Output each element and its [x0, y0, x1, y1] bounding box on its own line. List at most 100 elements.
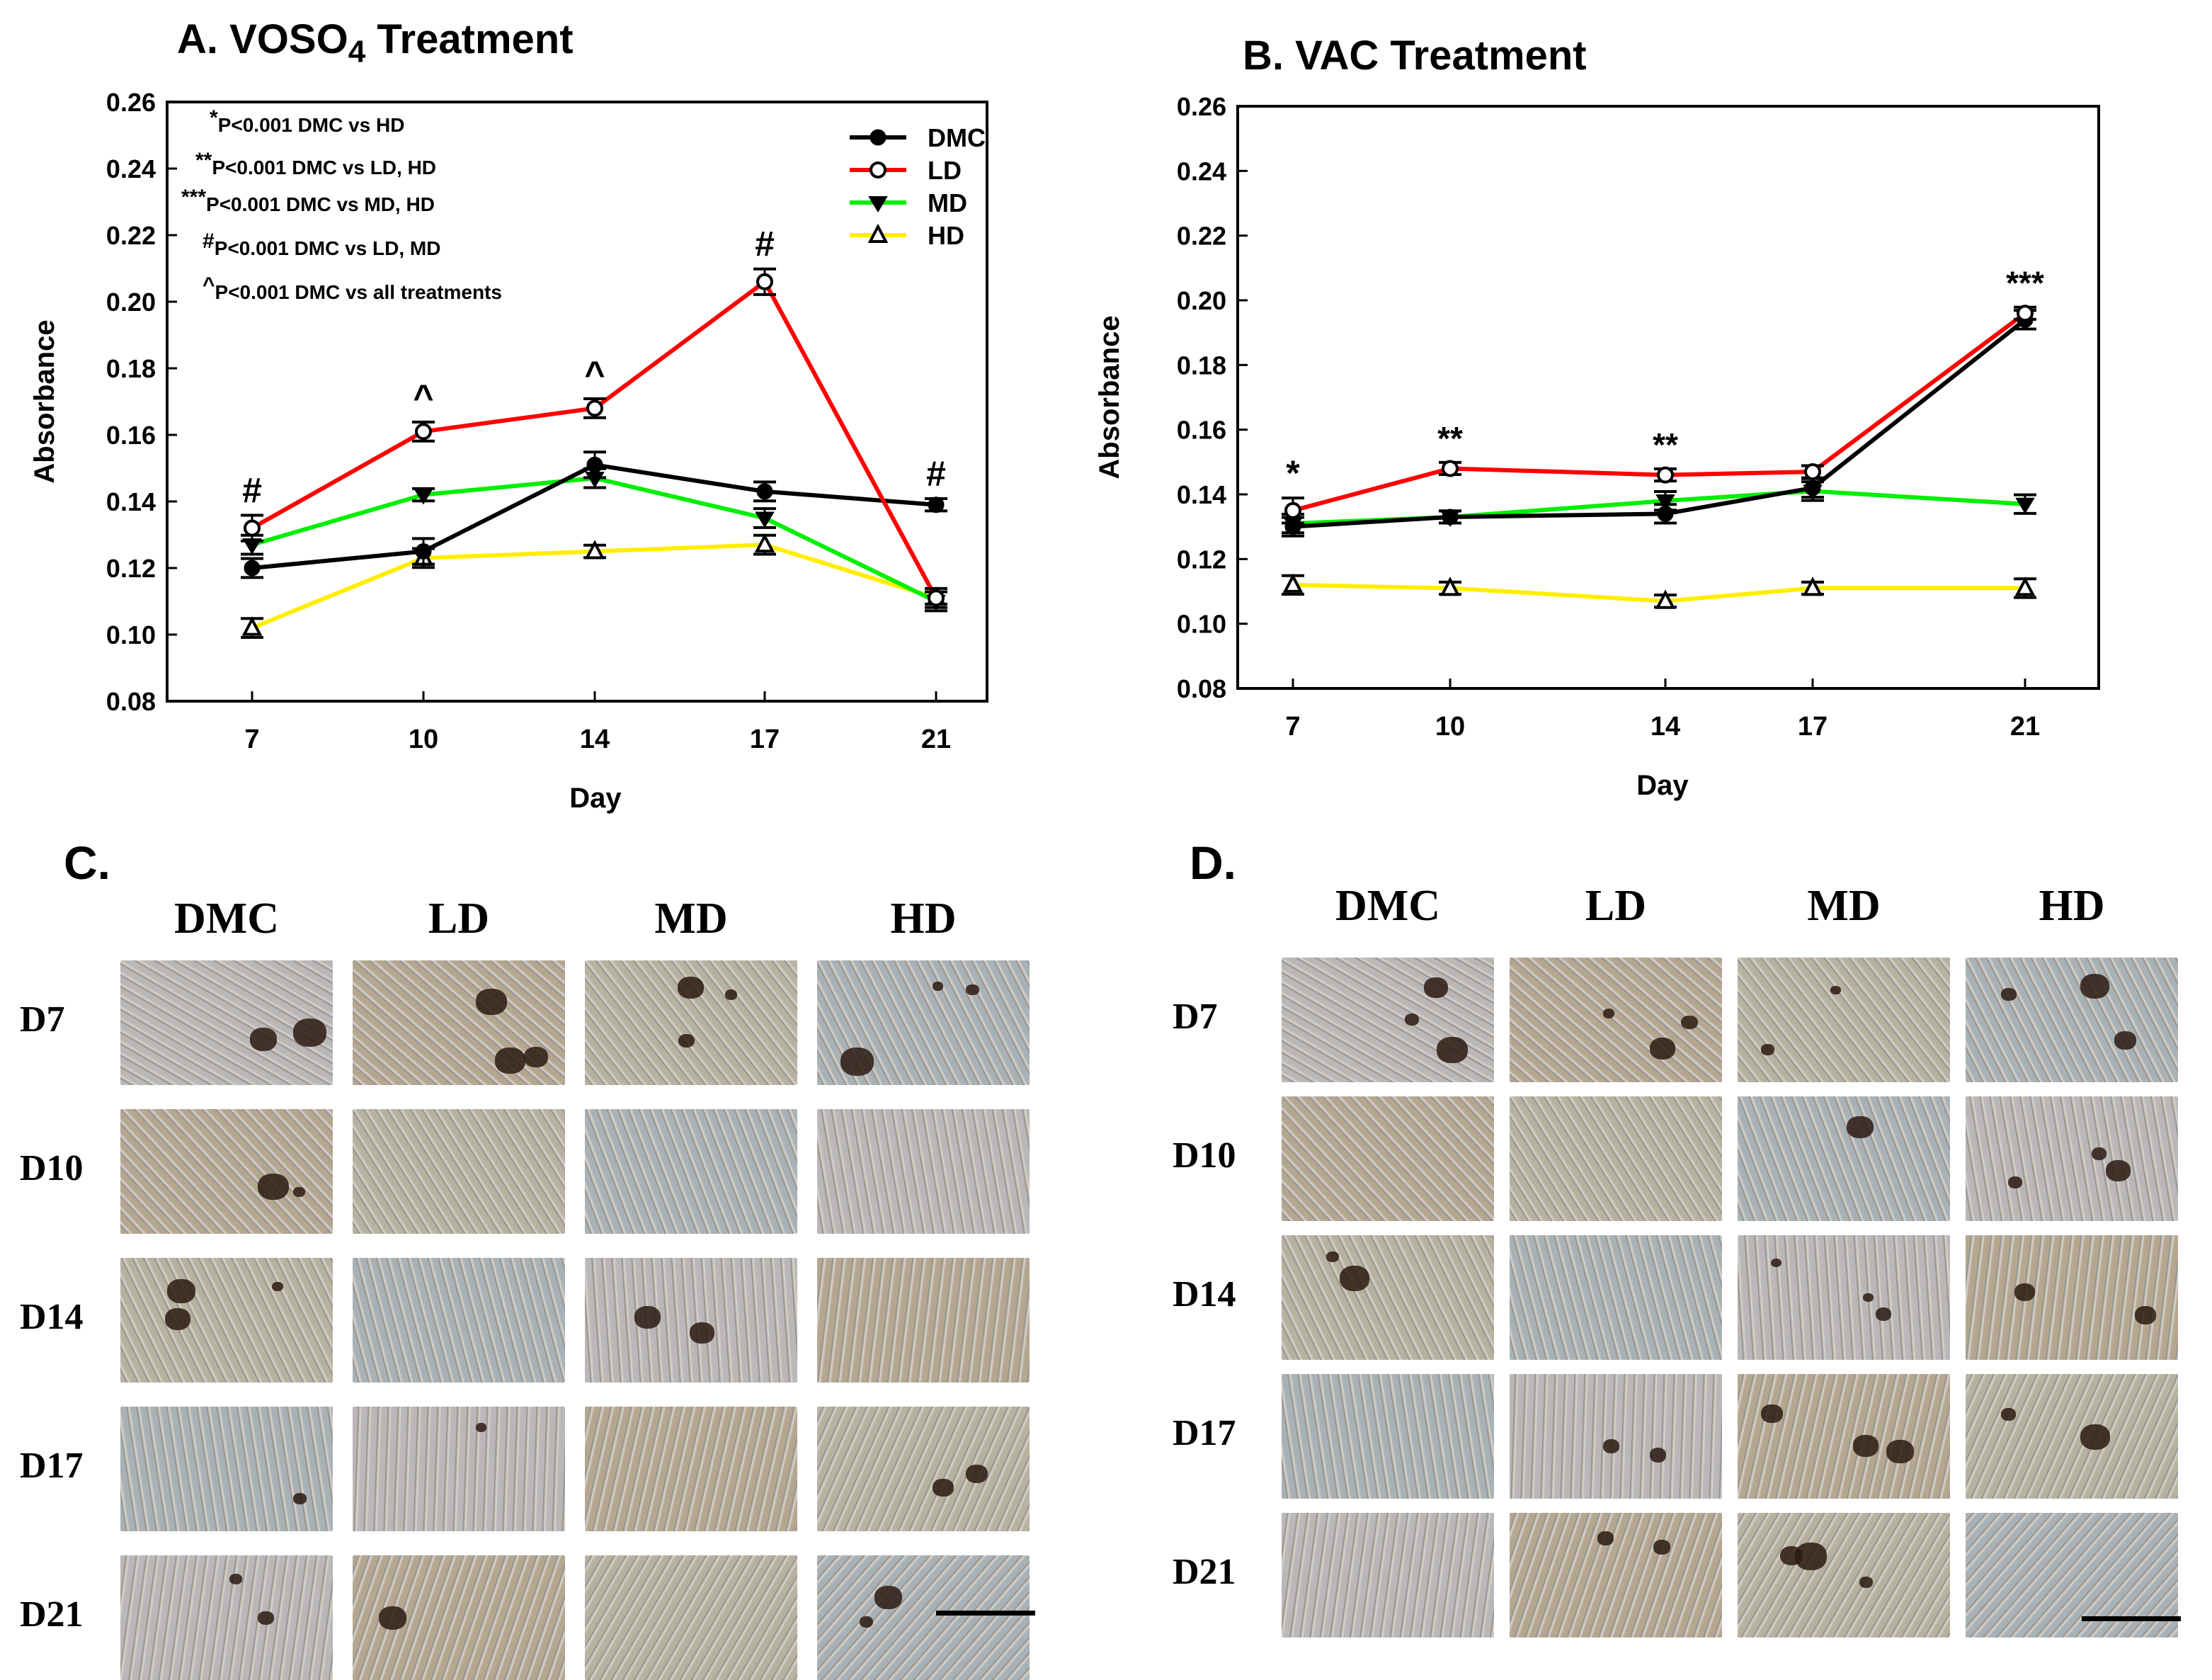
chart-a-ytick-label-2: 0.12 — [106, 554, 156, 583]
panel_c-deposit-d7-dmc-0 — [250, 1028, 278, 1051]
panel_d-row-head-d17: D17 — [1173, 1413, 1236, 1453]
chart-b-annotation-2: ** — [1653, 426, 1678, 463]
panel_d-col-head-dmc: DMC — [1335, 882, 1441, 930]
panel_d-micrograph-d14-hd — [1966, 1235, 2178, 1360]
panel_c-micrograph-d21-md — [585, 1555, 797, 1680]
panel_d-deposit-d7-hd-1 — [2080, 973, 2110, 999]
chart-b: 0.08 0.10 0.12 0.14 0.16 0.18 0.20 0.22 0.24 0.26… — [1094, 92, 2100, 801]
panel-d-letter: D. — [1190, 836, 1236, 889]
panel_d-micrograph-d17-hd — [1966, 1374, 2178, 1499]
panel_c-deposit-d17-dmc-0 — [293, 1493, 307, 1505]
panel_c-deposit-d7-hd-0 — [840, 1048, 874, 1077]
chart-a-ytick-label-6: 0.20 — [106, 288, 156, 317]
panel_d-micrograph-d14-ld — [1510, 1235, 1722, 1360]
panel_d-micrograph-d21-md — [1738, 1513, 1950, 1638]
chart-a-ld-point-0 — [244, 519, 261, 537]
chart-a-md-point-3 — [755, 511, 775, 528]
chart-a-note-symbol-3: # — [203, 229, 215, 253]
panel_d-deposit-d14-dmc-0 — [1326, 1251, 1339, 1262]
chart-a-md-point-1 — [414, 488, 433, 505]
chart-b-md-point-4 — [2015, 497, 2035, 514]
panel_d-deposit-d14-md-2 — [1771, 1258, 1782, 1268]
chart-a-annotation-2: ^ — [584, 354, 605, 394]
panel-a-title-main: A. VOSO — [177, 16, 348, 62]
panel_d-deposit-d7-ld-2 — [1602, 1008, 1615, 1018]
chart-a-dmc-point-1 — [415, 543, 432, 560]
panel_c-deposit-d17-ld-0 — [476, 1422, 487, 1432]
chart-a-note-text-0: P<0.001 DMC vs HD — [218, 114, 405, 136]
chart-a-ld-point-2 — [586, 399, 603, 417]
chart-a-annotation-4: # — [926, 454, 946, 494]
panel_d-deposit-d21-ld-0 — [1597, 1531, 1614, 1545]
panel_d-micrograph-d17-dmc — [1282, 1374, 1494, 1499]
chart-a-hd-point-0 — [241, 616, 263, 636]
panel_d-deposit-d21-md-2 — [1779, 1545, 1803, 1566]
panel_d-deposit-d14-hd-1 — [2135, 1306, 2157, 1325]
panel_d-micrograph-d10-ld — [1510, 1096, 1722, 1221]
chart-b-ld-point-0 — [1284, 501, 1301, 519]
panel_d-micrograph-d17-ld — [1510, 1374, 1722, 1499]
panel_d-deposit-d7-ld-1 — [1649, 1038, 1676, 1060]
panel_c-deposit-d17-hd-0 — [933, 1478, 954, 1497]
chart-a-note-symbol-2: *** — [181, 186, 206, 209]
chart-a-ytick-label-0: 0.08 — [106, 687, 156, 716]
panel_d-micrograph-d17-md — [1738, 1374, 1950, 1499]
panel_d-deposit-d14-hd-0 — [2014, 1283, 2036, 1301]
chart-a-ytick-label-9: 0.26 — [106, 88, 156, 117]
chart-b-annotation-0: * — [1286, 453, 1300, 493]
panel_c-deposit-d10-dmc-0 — [293, 1186, 305, 1197]
panel_c-deposit-d14-dmc-1 — [272, 1281, 284, 1292]
panel_c-deposit-d21-ld-0 — [378, 1606, 406, 1630]
chart-a-xlabel: Day — [569, 783, 622, 814]
chart-a-annotation-0: # — [242, 471, 262, 511]
panel_d-col-head-hd: HD — [2039, 882, 2105, 930]
panel_c-micrograph-d21-hd — [817, 1555, 1030, 1680]
chart-a-note-4: ^P<0.001 DMC vs all treatments — [203, 273, 502, 303]
chart-b-xtick-label-4: 21 — [2010, 712, 2040, 742]
panel_d-deposit-d10-md-0 — [1847, 1116, 1874, 1139]
panel_c-deposit-d21-hd-0 — [874, 1585, 902, 1609]
panel_d-row-head-d10: D10 — [1173, 1135, 1236, 1176]
chart-a-annotation-3: # — [755, 225, 775, 264]
panel_d-micrograph-d10-dmc — [1282, 1096, 1494, 1221]
panel_c-deposit-d14-dmc-0 — [167, 1279, 195, 1304]
chart-b-xtick-label-1: 10 — [1435, 712, 1465, 742]
panel-a-title-subscript: 4 — [348, 34, 366, 69]
panel_d-deposit-d21-ld-1 — [1653, 1540, 1670, 1555]
chart-a-legend-label-dmc: DMC — [928, 123, 986, 152]
chart-a-hd-point-3 — [754, 533, 775, 553]
panel_c-micrograph-d14-dmc — [120, 1258, 333, 1383]
panel_c-deposit-d7-dmc-1 — [293, 1018, 327, 1047]
chart-a-ytick-label-1: 0.10 — [106, 620, 156, 649]
chart-a-note-0: *P<0.001 DMC vs HD — [210, 106, 404, 136]
chart-a-legend-label-hd: HD — [928, 221, 964, 250]
panel_d-deposit-d7-dmc-0 — [1437, 1036, 1468, 1063]
panel_d-deposit-d17-hd-1 — [2001, 1408, 2016, 1421]
panel_c-deposit-d14-md-1 — [634, 1305, 661, 1329]
chart-a-note-1: **P<0.001 DMC vs LD, HD — [195, 149, 436, 178]
panel_c-col-head-hd: HD — [890, 895, 957, 943]
panel_d-deposit-d17-md-0 — [1761, 1404, 1783, 1423]
panel_d-deposit-d21-md-0 — [1859, 1577, 1874, 1589]
panel_d-micrograph-d21-dmc — [1282, 1513, 1494, 1638]
chart-b-annotation-4: *** — [2006, 265, 2044, 302]
chart-a-note-text-2: P<0.001 DMC vs MD, HD — [206, 193, 435, 215]
panel_d-micrograph-d7-md — [1738, 958, 1950, 1082]
chart-b-xtick-label-0: 7 — [1285, 712, 1300, 742]
panel_d-micrograph-d7-hd — [1966, 958, 2178, 1082]
chart-a-note-2: ***P<0.001 DMC vs MD, HD — [181, 186, 435, 215]
chart-b-hd-point-3 — [1802, 577, 1823, 596]
panel_c-micrograph-d7-dmc — [120, 960, 333, 1085]
chart-b-line-hd — [1292, 582, 2025, 603]
chart-b-hd-point-4 — [2014, 577, 2036, 596]
chart-b-dmc-point-1 — [1442, 509, 1459, 526]
chart-b-dmc-point-3 — [1804, 479, 1821, 496]
panel_c-col-head-md: MD — [654, 895, 728, 943]
panel_d-micrograph-d10-hd — [1966, 1096, 2178, 1221]
panel_c-micrograph-d17-ld — [353, 1407, 565, 1531]
chart-b-ld-point-1 — [1442, 460, 1459, 477]
panel_d-micrograph-d7-dmc — [1282, 958, 1494, 1082]
panel_c-col-head-dmc: DMC — [173, 895, 280, 943]
panel-a-title-rest: Treatment — [365, 16, 574, 62]
panel_c-micrograph-d14-ld — [353, 1258, 565, 1383]
